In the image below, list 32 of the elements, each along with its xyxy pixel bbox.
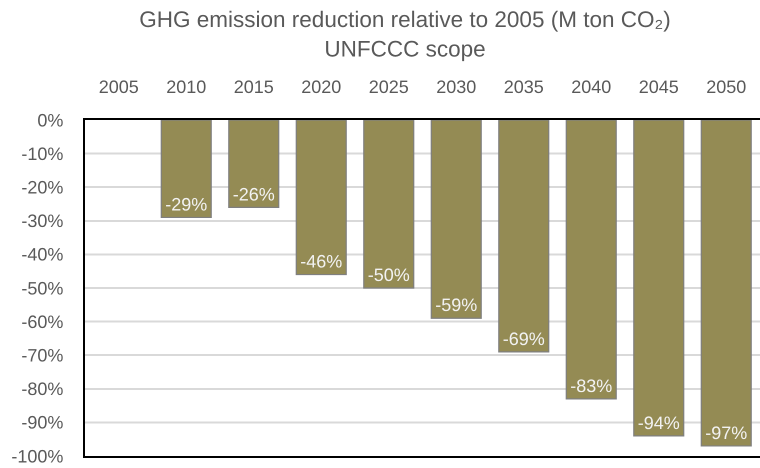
data-label: -94% [638, 412, 680, 433]
data-label: -26% [232, 184, 275, 204]
y-tick-label: -10% [21, 144, 64, 164]
data-label: -83% [570, 376, 612, 396]
y-tick-label: -30% [21, 211, 64, 232]
data-label: -97% [705, 422, 748, 443]
x-tick-label: 2045 [638, 76, 679, 97]
y-tick-label: -50% [21, 278, 64, 298]
y-tick-label: -70% [21, 346, 64, 366]
x-tick-label: 2020 [301, 76, 342, 97]
x-tick-label: 2050 [706, 76, 746, 97]
chart-title: GHG emission reduction relative to 2005 (M ton CO₂) [139, 7, 671, 32]
y-tick-label: -80% [21, 379, 64, 400]
chart-subtitle: UNFCCC scope [324, 36, 486, 62]
x-tick-label: 2025 [368, 76, 409, 97]
x-tick-label: 2005 [98, 76, 139, 97]
y-tick-label: -60% [21, 312, 64, 332]
x-tick-label: 2015 [234, 76, 274, 97]
data-label: -50% [368, 265, 410, 285]
y-tick-label: -100% [11, 446, 64, 466]
x-tick-label: 2040 [571, 76, 612, 97]
x-tick-label: 2010 [166, 76, 206, 97]
y-tick-label: -90% [21, 412, 64, 433]
y-tick-label: 0% [37, 110, 64, 130]
x-tick-label: 2035 [504, 76, 544, 97]
data-label: -59% [435, 295, 478, 316]
data-label: -29% [165, 194, 208, 214]
y-tick-label: -20% [21, 178, 64, 198]
data-label: -46% [300, 252, 342, 272]
x-tick-label: 2030 [436, 76, 476, 97]
y-tick-label: -40% [21, 244, 64, 265]
data-label: -69% [502, 328, 545, 349]
